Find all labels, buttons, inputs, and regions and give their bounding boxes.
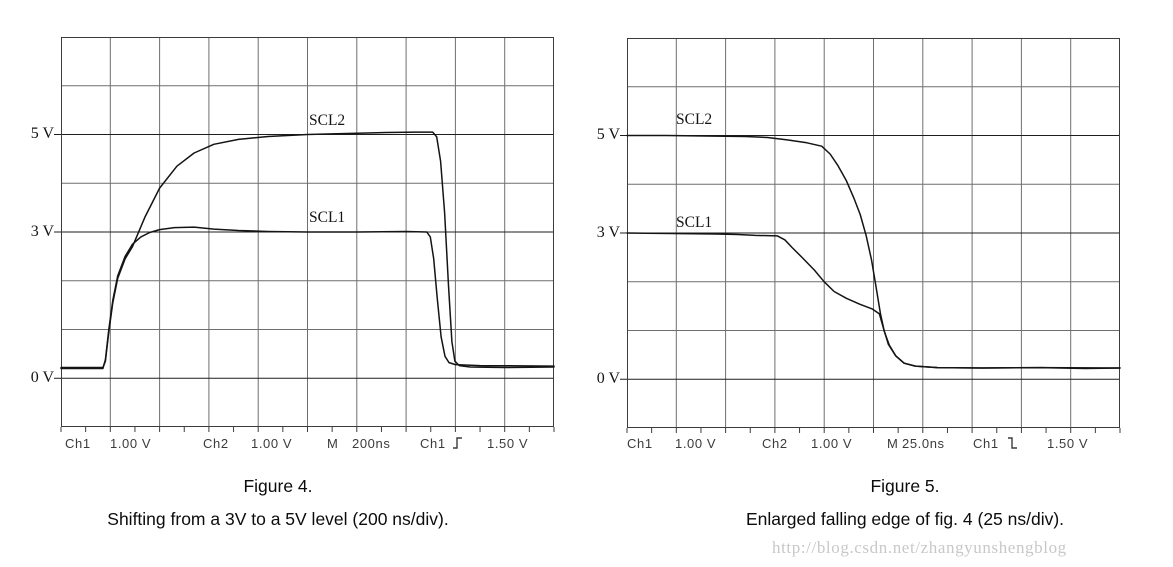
fig5-status-trigger-source: Ch1	[973, 436, 999, 451]
fig4-status-ch2: Ch2	[203, 436, 229, 451]
fig4-scl1-trace-label: SCL1	[309, 209, 346, 226]
fig4-scl2-trace-label: SCL2	[309, 112, 346, 129]
fig5-status-trigger-level: 1.50 V	[1047, 436, 1089, 451]
rising-edge-trigger-icon	[453, 437, 462, 449]
fig5-status-m: M	[887, 436, 899, 451]
fig4-status-trigger-level: 1.50 V	[487, 436, 529, 451]
fig4-ylabel-5v: 5 V	[30, 125, 54, 142]
fig5-ylabel-5v: 5 V	[596, 126, 620, 143]
fig5-status-ch1: Ch1	[627, 436, 653, 451]
fig4-status-trigger-source: Ch1	[420, 436, 446, 451]
fig5-caption-text: Enlarged falling edge of fig. 4 (25 ns/d…	[745, 509, 1065, 529]
fig5-scl2-trace-label: SCL2	[676, 111, 713, 128]
fig5-status-ch2: Ch2	[762, 436, 788, 451]
fig4-status-m: M	[327, 436, 339, 451]
fig5-caption-title: Figure 5.	[870, 476, 940, 496]
fig5-ylabel-3v: 3 V	[596, 224, 620, 241]
fig4-status-ch2-scale: 1.00 V	[251, 436, 293, 451]
watermark-url: http://blog.csdn.net/zhangyunshengblog	[772, 538, 1067, 557]
fig5-status-ch1-scale: 1.00 V	[675, 436, 717, 451]
fig4-status-timebase: 200ns	[352, 436, 391, 451]
fig4-ylabel-3v: 3 V	[30, 223, 54, 240]
fig5-status-ch2-scale: 1.00 V	[811, 436, 853, 451]
fig4-ylabel-0v: 0 V	[30, 369, 54, 386]
falling-edge-trigger-icon	[1008, 437, 1017, 449]
fig5-scl1-trace-label: SCL1	[676, 214, 713, 231]
fig5-status-timebase: 25.0ns	[902, 436, 945, 451]
fig5-ylabel-0v: 0 V	[596, 370, 620, 387]
fig5-waveform-plot	[620, 38, 1121, 433]
fig4-status-ch1: Ch1	[65, 436, 91, 451]
fig4-caption-text: Shifting from a 3V to a 5V level (200 ns…	[107, 509, 449, 529]
fig4-waveform-plot	[54, 37, 555, 432]
fig4-caption-title: Figure 4.	[243, 476, 313, 496]
fig4-status-ch1-scale: 1.00 V	[110, 436, 152, 451]
